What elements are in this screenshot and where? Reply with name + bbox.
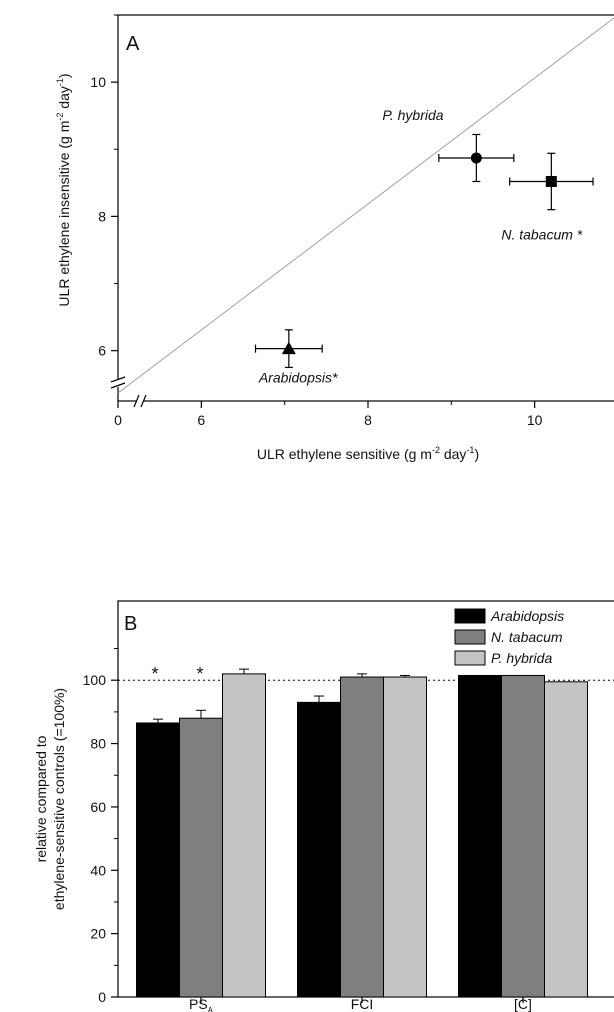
point-n-tabacum: N. tabacum * bbox=[501, 152, 594, 242]
x-axis-break-mask bbox=[137, 396, 144, 406]
legend-swatch-arabidopsis bbox=[454, 608, 486, 624]
y-tick-label: 10 bbox=[90, 74, 106, 90]
y-tick-label: 6 bbox=[98, 343, 106, 359]
bar-n-tabacum-2 bbox=[340, 676, 384, 998]
y-tick-label: 0 bbox=[98, 989, 106, 1005]
triangle-marker bbox=[281, 341, 296, 355]
legend-label-p-hybrida: P. hybrida bbox=[491, 650, 552, 666]
y-tick-label: 100 bbox=[83, 672, 107, 688]
y-tick-label: 60 bbox=[90, 799, 106, 815]
panel-a: A 0 6 8 10 6 8 10 P. hybrida N. tabacum * Arabi… bbox=[55, 14, 614, 462]
significance-markers: * * bbox=[151, 664, 203, 684]
y-tick-label: 20 bbox=[90, 926, 106, 942]
plot-a-frame bbox=[117, 14, 614, 402]
bar-arabidopsis-2 bbox=[297, 701, 341, 998]
bar-p-hybrida-2 bbox=[383, 676, 427, 998]
data-points-a: P. hybrida N. tabacum * Arabidopsis* bbox=[254, 107, 594, 386]
y-axis-break-mask bbox=[114, 379, 123, 387]
x-axis-label-a: ULR ethylene sensitive (g m-2 day-1) bbox=[257, 445, 479, 462]
legend-label-n-tabacum: N. tabacum bbox=[491, 629, 563, 645]
bar-n-tabacum-1 bbox=[179, 717, 223, 998]
point-label: N. tabacum * bbox=[501, 226, 582, 242]
point-label: P. hybrida bbox=[382, 107, 443, 123]
panel-a-label: A bbox=[126, 33, 140, 55]
bar-arabidopsis-3 bbox=[458, 674, 502, 998]
legend-label-arabidopsis: Arabidopsis bbox=[490, 608, 564, 624]
x-tick-label: [C] bbox=[514, 996, 532, 1012]
y-axis-label-b-line1: relative compared to bbox=[33, 735, 49, 862]
bars-b bbox=[136, 668, 588, 998]
legend-swatch-n-tabacum bbox=[454, 629, 486, 645]
y-axis-break-icon bbox=[110, 376, 126, 389]
bar-p-hybrida-1 bbox=[222, 673, 266, 998]
x-tick-label: 8 bbox=[364, 412, 372, 428]
point-p-hybrida: P. hybrida bbox=[382, 107, 515, 183]
panel-b-label: B bbox=[124, 613, 137, 635]
point-arabidopsis: Arabidopsis* bbox=[254, 329, 338, 386]
identity-line bbox=[117, 17, 614, 394]
x-tick-label: 0 bbox=[114, 412, 122, 428]
legend-swatch-p-hybrida bbox=[454, 650, 486, 666]
significance-star: * bbox=[196, 664, 203, 684]
x-axis-break-icon bbox=[133, 394, 147, 408]
x-axis-ticks-b: PSA FCI [C] bbox=[189, 996, 532, 1012]
legend: Arabidopsis N. tabacum P. hybrida bbox=[454, 608, 564, 666]
y-axis-label-b-line2: ethylene-sensitive controls (=100%) bbox=[51, 688, 67, 910]
bar-arabidopsis-1 bbox=[136, 722, 180, 998]
y-tick-label: 8 bbox=[98, 208, 106, 224]
circle-marker bbox=[470, 152, 482, 164]
x-axis-ticks-a: 0 6 8 10 bbox=[114, 401, 543, 428]
y-tick-label: 40 bbox=[90, 862, 106, 878]
x-tick-label: FCI bbox=[351, 996, 374, 1012]
bar-p-hybrida-3 bbox=[544, 681, 588, 998]
y-axis-ticks-a: 6 8 10 bbox=[90, 14, 118, 359]
y-tick-label: 80 bbox=[90, 736, 106, 752]
x-tick-label: 10 bbox=[527, 412, 543, 428]
square-marker bbox=[545, 175, 557, 187]
point-label: Arabidopsis* bbox=[258, 370, 338, 386]
significance-star: * bbox=[151, 664, 158, 684]
y-axis-label-a: ULR ethylene insensitive (g m-2 day-1) bbox=[55, 73, 72, 306]
x-tick-label: PSA bbox=[189, 996, 214, 1012]
x-tick-label: 6 bbox=[197, 412, 205, 428]
bar-n-tabacum-3 bbox=[501, 674, 545, 998]
y-axis-ticks-b: 0 20 40 60 80 100 bbox=[83, 648, 118, 1005]
